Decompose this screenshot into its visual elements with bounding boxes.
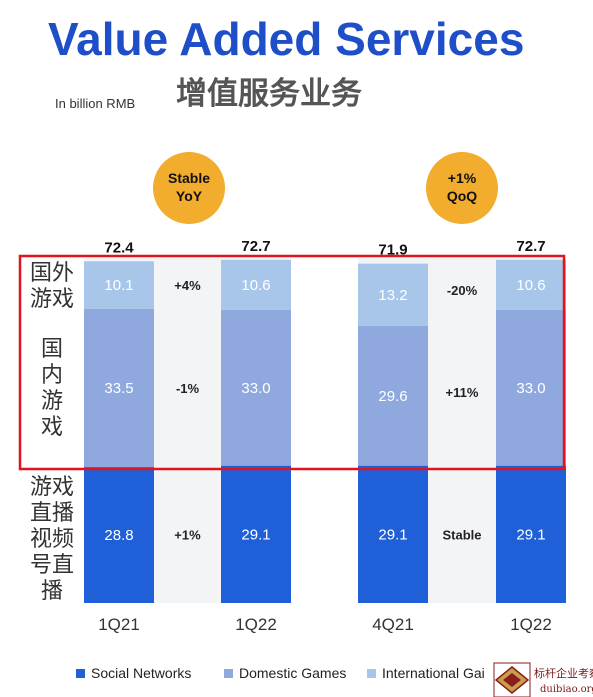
change-label-1-3: +4%	[174, 278, 201, 293]
badge-circle-2	[426, 152, 498, 224]
legend-label-1: Social Networks	[91, 665, 191, 681]
watermark-title: 标杆企业考察	[534, 666, 593, 680]
side-label-2-line-1: 国	[41, 337, 63, 362]
value-label-3-2: 29.6	[378, 388, 407, 405]
side-label-3-line-2: 直播	[30, 501, 74, 526]
badges: Stable YoY +1% QoQ	[153, 152, 498, 224]
badge-line1-1: Stable	[168, 170, 210, 186]
change-label-2-3: -20%	[447, 283, 478, 298]
chart-title: Value Added Services	[48, 13, 524, 65]
legend-swatch-2	[224, 669, 233, 678]
side-label-2-line-4: 戏	[41, 415, 63, 440]
x-label-2: 1Q22	[235, 615, 277, 634]
value-label-3-1: 29.1	[378, 526, 407, 543]
badge-line2-1: YoY	[176, 188, 203, 204]
bar-3-domestic-games	[358, 325, 428, 466]
unit-label: In billion RMB	[55, 96, 135, 111]
badge-line1-2: +1%	[448, 170, 477, 186]
value-label-3-3: 13.2	[378, 287, 407, 304]
bars	[84, 258, 566, 603]
watermark-logo	[493, 662, 531, 697]
total-label-1: 72.4	[104, 239, 134, 256]
side-label-1-line-1: 国外	[30, 261, 74, 286]
side-label-2-line-2: 内	[41, 363, 63, 388]
value-label-1-3: 10.1	[104, 277, 133, 294]
x-label-4: 1Q22	[510, 615, 552, 634]
change-label-1-1: +1%	[174, 528, 201, 543]
x-axis-labels: 1Q21 1Q22 4Q21 1Q22	[98, 615, 552, 634]
bar-1-international-games	[84, 261, 154, 309]
badge-circle-1	[153, 152, 225, 224]
side-label-3-line-3: 视频	[30, 527, 74, 552]
value-label-4-3: 10.6	[516, 277, 545, 294]
change-label-2-2: +11%	[446, 385, 479, 400]
legend-swatch-3	[367, 669, 376, 678]
value-label-2-3: 10.6	[241, 277, 270, 294]
bar-1-domestic-games	[84, 308, 154, 468]
legend-swatch-1	[76, 669, 85, 678]
totals: 72.4 72.7 71.9 72.7	[104, 238, 545, 259]
total-label-3: 71.9	[378, 242, 407, 259]
legend: Social Networks Domestic Games Internation…	[76, 665, 485, 681]
value-label-1-2: 33.5	[104, 380, 133, 397]
badge-line2-2: QoQ	[447, 188, 477, 204]
change-labels: +1% -1% +4% Stable +11% -20%	[174, 278, 481, 543]
bar-2-domestic-games	[221, 309, 291, 466]
segment-labels: 28.8 33.5 10.1 29.1 33.0 10.6 29.1 29.6 13.2 29.1…	[104, 277, 545, 544]
highlight-box	[18, 254, 566, 471]
chart-subtitle-cn: 增值服务业务	[176, 76, 362, 112]
value-label-2-2: 33.0	[241, 380, 270, 397]
side-label-1-line-2: 游戏	[30, 287, 74, 312]
legend-label-2: Domestic Games	[239, 665, 346, 681]
bar-2-international-games	[221, 259, 291, 310]
side-label-3-line-5: 播	[41, 579, 63, 604]
watermark-url: duibiao.org	[540, 684, 593, 695]
bar-4-international-games	[496, 259, 566, 310]
total-label-2: 72.7	[241, 238, 270, 255]
bar-4-domestic-games	[496, 309, 566, 466]
side-label-3-line-4: 号直	[30, 553, 74, 578]
value-label-1-1: 28.8	[104, 527, 133, 544]
bar-2-social-networks	[221, 465, 291, 603]
bar-1-social-networks	[84, 467, 154, 603]
value-label-4-2: 33.0	[516, 380, 545, 397]
value-label-2-1: 29.1	[241, 526, 270, 543]
total-label-4: 72.7	[516, 238, 545, 255]
x-label-3: 4Q21	[372, 615, 414, 634]
x-label-1: 1Q21	[98, 615, 140, 634]
value-label-4-1: 29.1	[516, 526, 545, 543]
change-label-2-1: Stable	[442, 527, 481, 542]
bar-3-international-games	[358, 263, 428, 326]
bar-4-social-networks	[496, 465, 566, 603]
side-label-2-line-3: 游	[41, 389, 63, 414]
change-label-1-2: -1%	[176, 381, 200, 396]
legend-label-3: International Gai	[382, 665, 485, 681]
side-label-3-line-1: 游戏	[30, 475, 74, 500]
bar-3-social-networks	[358, 465, 428, 603]
